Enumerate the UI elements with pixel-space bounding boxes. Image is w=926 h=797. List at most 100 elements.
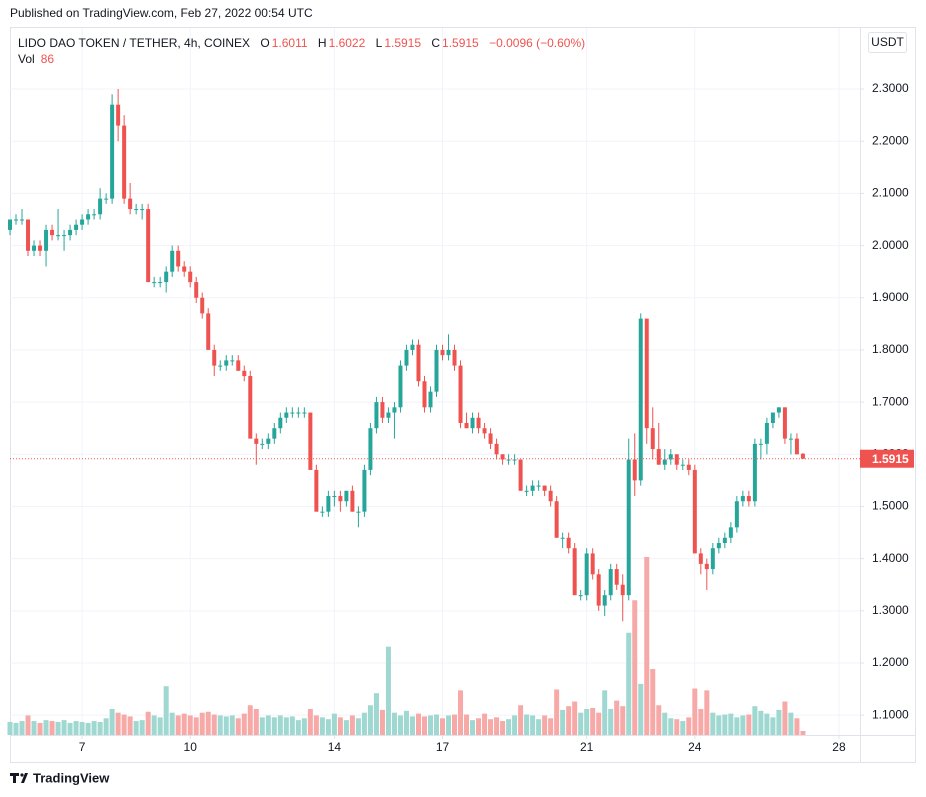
volume-bar [716,715,722,735]
candle-body [344,490,349,502]
candle-body [32,245,37,251]
candle-body [134,209,139,211]
candle-body [122,125,127,199]
currency[interactable]: USDT [871,35,904,49]
candle-body [338,496,343,502]
candle-body [44,229,49,251]
volume-bar [494,717,500,735]
candle-body [512,459,517,461]
candles [8,89,805,622]
y-tick-label: 1.4000 [872,551,909,565]
legend-label: O [260,36,270,50]
volume-bar [415,713,421,735]
legend-value: 1.6011 [271,36,308,50]
volume-bar [223,716,229,735]
volume-bar [427,715,433,735]
candle-body [536,485,541,487]
volume-bar [632,600,638,735]
volume-bar [452,714,458,735]
candle-body [572,548,577,596]
candle-body [596,574,601,606]
volume-bar [31,721,37,735]
volume-bar [229,715,235,735]
candle-body [164,271,169,283]
candle-body [788,438,793,440]
volume-bar [337,717,343,735]
volume-bar [421,716,427,735]
candle-body [80,219,85,225]
volume-bar [103,718,109,735]
x-tick-label: 7 [79,740,86,754]
volume-bar [764,713,770,735]
candle-body [680,464,685,466]
legend-label: H [317,36,327,50]
candle-body [284,412,289,418]
volume-bar [536,719,542,735]
volume-bar [626,632,632,735]
candle-body [692,469,697,554]
volume-bar [253,708,259,735]
volume-bar [325,719,331,735]
volume-bar [644,557,650,735]
candle-body [440,349,445,356]
volume-bar [265,715,271,735]
volume-bar [241,713,247,735]
volume-bar [554,689,560,735]
last-price-box [860,449,914,468]
candle-body [638,318,643,481]
candle-body [434,349,439,392]
candle-body [104,198,109,200]
volume-bar [674,719,680,735]
candle-body [140,209,145,211]
volume-bar [289,716,295,735]
y-tick-label: 1.3000 [872,603,909,617]
volume-bar [746,714,752,735]
volume-bar [572,701,578,735]
volume-value: 86 [40,52,55,66]
volume-bar [692,688,698,735]
candle-body [260,443,265,445]
candle-body [548,490,553,502]
volume-bar [464,714,470,735]
volume-bar [55,721,61,735]
candle-body [332,496,337,498]
candle-body [422,381,427,408]
candle-body [356,511,361,513]
candle-body [446,349,451,356]
volume-bar [181,713,187,735]
volume-bar [145,711,151,735]
volume-bar [13,722,19,735]
volume-bar [109,708,115,735]
volume-bar [518,705,524,735]
volume-bar [686,717,692,735]
x-tick-label: 14 [328,740,342,754]
volume-bar [482,713,488,735]
candle-body [590,553,595,575]
volume-bar [19,721,25,735]
candle-body [218,365,223,367]
y-tick-label: 2.2000 [872,133,909,147]
volume-bar [758,710,764,735]
legend: LIDO DAO TOKEN / TETHER, 4h, COINEX O 1.6… [18,35,592,67]
volume-bar [373,693,379,735]
currency-box[interactable] [868,32,907,53]
volume-bar [301,718,307,735]
candle-body [752,443,757,502]
last-price-label: 1.5915 [872,452,909,466]
candle-body [56,235,61,237]
candle-body [518,459,523,491]
x-tick-label: 17 [436,740,450,754]
candle-body [182,266,187,272]
x-tick-label: 10 [184,740,198,754]
volume-bar [476,718,482,735]
volume-bar [139,720,145,735]
volume-bar [169,712,175,735]
candle-body [794,438,799,455]
candle-body [758,443,763,445]
volume-bar [343,720,349,735]
volume-bar [7,721,13,735]
volume-bars [7,557,806,735]
volume-bar [187,715,193,735]
candle-body [224,360,229,366]
